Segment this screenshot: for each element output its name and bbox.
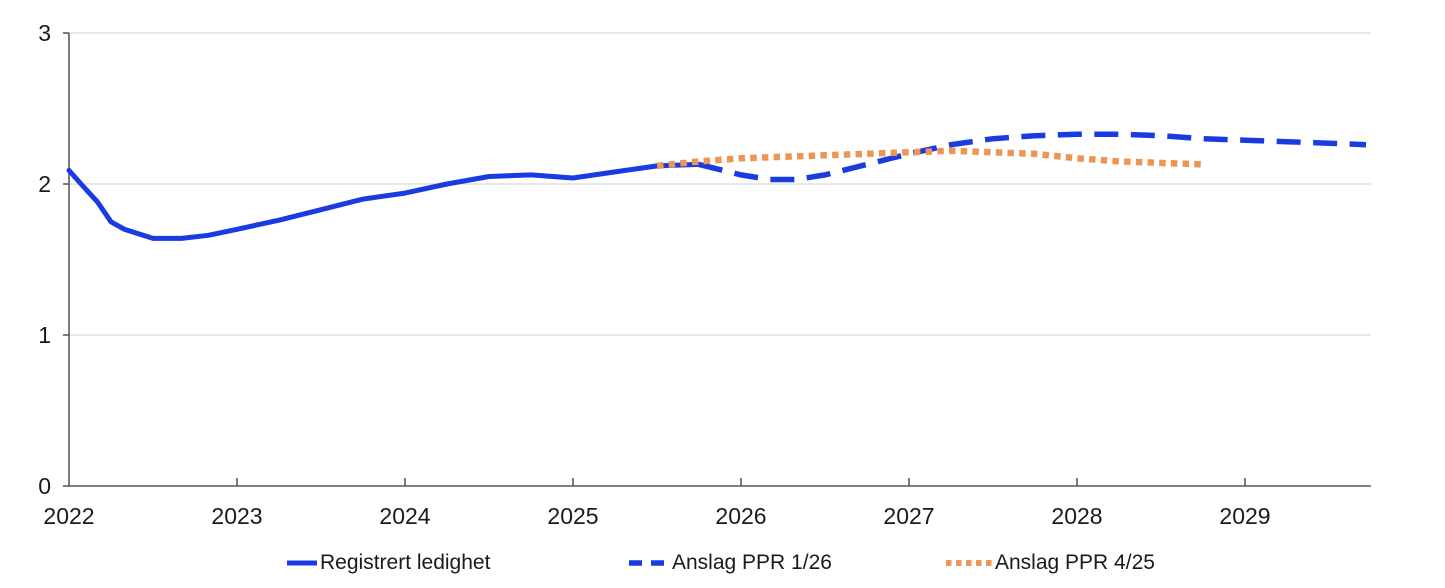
x-tick-label-2024: 2024 — [379, 503, 430, 529]
y-tick-label-2: 2 — [38, 171, 51, 197]
dashed-line-swatch-icon — [629, 557, 670, 569]
legend-item-anslag-ppr-4-25: Anslag PPR 4/25 — [946, 549, 1155, 577]
legend-item-anslag-ppr-1-26: Anslag PPR 1/26 — [629, 549, 832, 577]
solid-line-swatch-icon — [286, 557, 318, 569]
x-tick-label-2023: 2023 — [211, 503, 262, 529]
x-tick-label-2028: 2028 — [1051, 503, 1102, 529]
x-tick-label-2027: 2027 — [883, 503, 934, 529]
legend-item-registrert-ledighet: Registrert ledighet — [286, 549, 490, 577]
legend-label-anslag-ppr-4-25: Anslag PPR 4/25 — [995, 551, 1155, 574]
y-tick-label-3: 3 — [38, 20, 51, 46]
series-line-anslag-ppr-1-26 — [698, 131, 1367, 183]
dotted-line-swatch-icon — [946, 557, 993, 569]
legend-label-registrert-ledighet: Registrert ledighet — [320, 551, 491, 574]
x-tick-label-2025: 2025 — [547, 503, 598, 529]
chart-legend: Registrert ledighet Anslag PPR 1/26 Ansl… — [0, 549, 1445, 579]
y-tick-label-1: 1 — [38, 322, 51, 348]
x-tick-label-2029: 2029 — [1219, 503, 1270, 529]
series-line-anslag-ppr-4-25 — [656, 147, 1204, 170]
line-chart-plot-area: 0 1 2 3 2022 2023 2024 2025 2026 2027 2028 2029 — [38, 20, 1371, 529]
y-tick-label-0: 0 — [38, 473, 51, 499]
x-tick-label-2026: 2026 — [715, 503, 766, 529]
x-tick-label-2022: 2022 — [43, 503, 94, 529]
series-line-registrert-ledighet — [66, 161, 702, 241]
legend-label-anslag-ppr-1-26: Anslag PPR 1/26 — [672, 551, 832, 574]
